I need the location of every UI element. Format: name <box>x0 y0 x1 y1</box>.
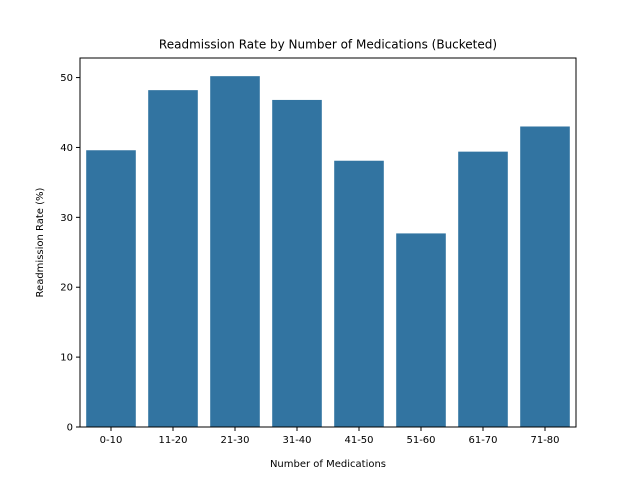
chart-title: Readmission Rate by Number of Medication… <box>159 38 497 52</box>
bar-61-70 <box>458 151 508 428</box>
bar-51-60 <box>396 233 446 427</box>
y-tick-label: 50 <box>60 73 73 84</box>
x-tick-label: 41-50 <box>344 435 373 446</box>
y-axis-label: Readmission Rate (%) <box>35 187 46 297</box>
bar-31-40 <box>272 99 322 427</box>
x-axis-label: Number of Medications <box>270 459 386 470</box>
bar-71-80 <box>520 126 570 427</box>
x-tick-label: 71-80 <box>530 435 559 446</box>
x-tick-label: 31-40 <box>282 435 311 446</box>
bars-group <box>86 76 570 428</box>
bar-41-50 <box>334 160 384 427</box>
bar-21-30 <box>210 76 260 427</box>
bar-0-10 <box>86 150 136 427</box>
x-tick-label: 0-10 <box>100 435 123 446</box>
y-tick-label: 40 <box>60 143 73 154</box>
plot-frame <box>79 57 577 428</box>
x-axis-ticks: 0-10 11-20 21-30 31-40 41-50 51-60 61-70 71-80 <box>100 427 560 446</box>
x-tick-label: 61-70 <box>468 435 497 446</box>
bar-11-20 <box>148 90 198 427</box>
y-tick-label: 10 <box>60 353 73 364</box>
x-tick-label: 11-20 <box>158 435 187 446</box>
x-tick-label: 51-60 <box>406 435 435 446</box>
x-tick-label: 21-30 <box>220 435 249 446</box>
y-tick-label: 0 <box>67 423 73 434</box>
y-tick-label: 20 <box>60 283 73 294</box>
y-axis-ticks: 0 10 20 30 40 50 <box>60 73 80 434</box>
y-tick-label: 30 <box>60 213 73 224</box>
